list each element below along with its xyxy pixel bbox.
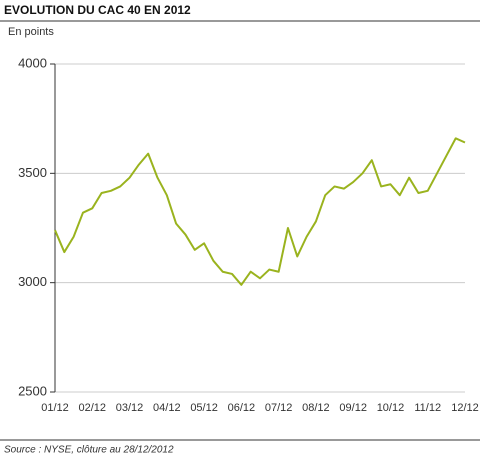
x-tick-label: 10/12 xyxy=(377,402,405,414)
x-tick-label: 11/12 xyxy=(414,402,441,414)
y-tick-label: 3500 xyxy=(18,165,47,180)
x-tick-label: 09/12 xyxy=(339,402,367,414)
subtitle: En points xyxy=(8,26,54,38)
x-tick-label: 05/12 xyxy=(190,402,218,414)
x-tick-label: 08/12 xyxy=(302,402,330,414)
y-tick-label: 3000 xyxy=(18,274,47,289)
x-tick-label: 01/12 xyxy=(41,402,69,414)
x-tick-label: 04/12 xyxy=(153,402,181,414)
x-tick-label: 03/12 xyxy=(116,402,144,414)
source: Source : NYSE, clôture au 28/12/2012 xyxy=(4,445,174,456)
y-tick-label: 2500 xyxy=(18,383,47,398)
x-tick-label: 07/12 xyxy=(265,402,293,414)
x-tick-label: 02/12 xyxy=(79,402,107,414)
y-tick-label: 4000 xyxy=(18,55,47,70)
line xyxy=(54,137,466,286)
chart-title: EVOLUTION DU CAC 40 EN 2012 xyxy=(4,3,191,17)
x-tick-label: 12/12 xyxy=(451,402,479,414)
x-tick-label: 06/12 xyxy=(228,402,256,414)
